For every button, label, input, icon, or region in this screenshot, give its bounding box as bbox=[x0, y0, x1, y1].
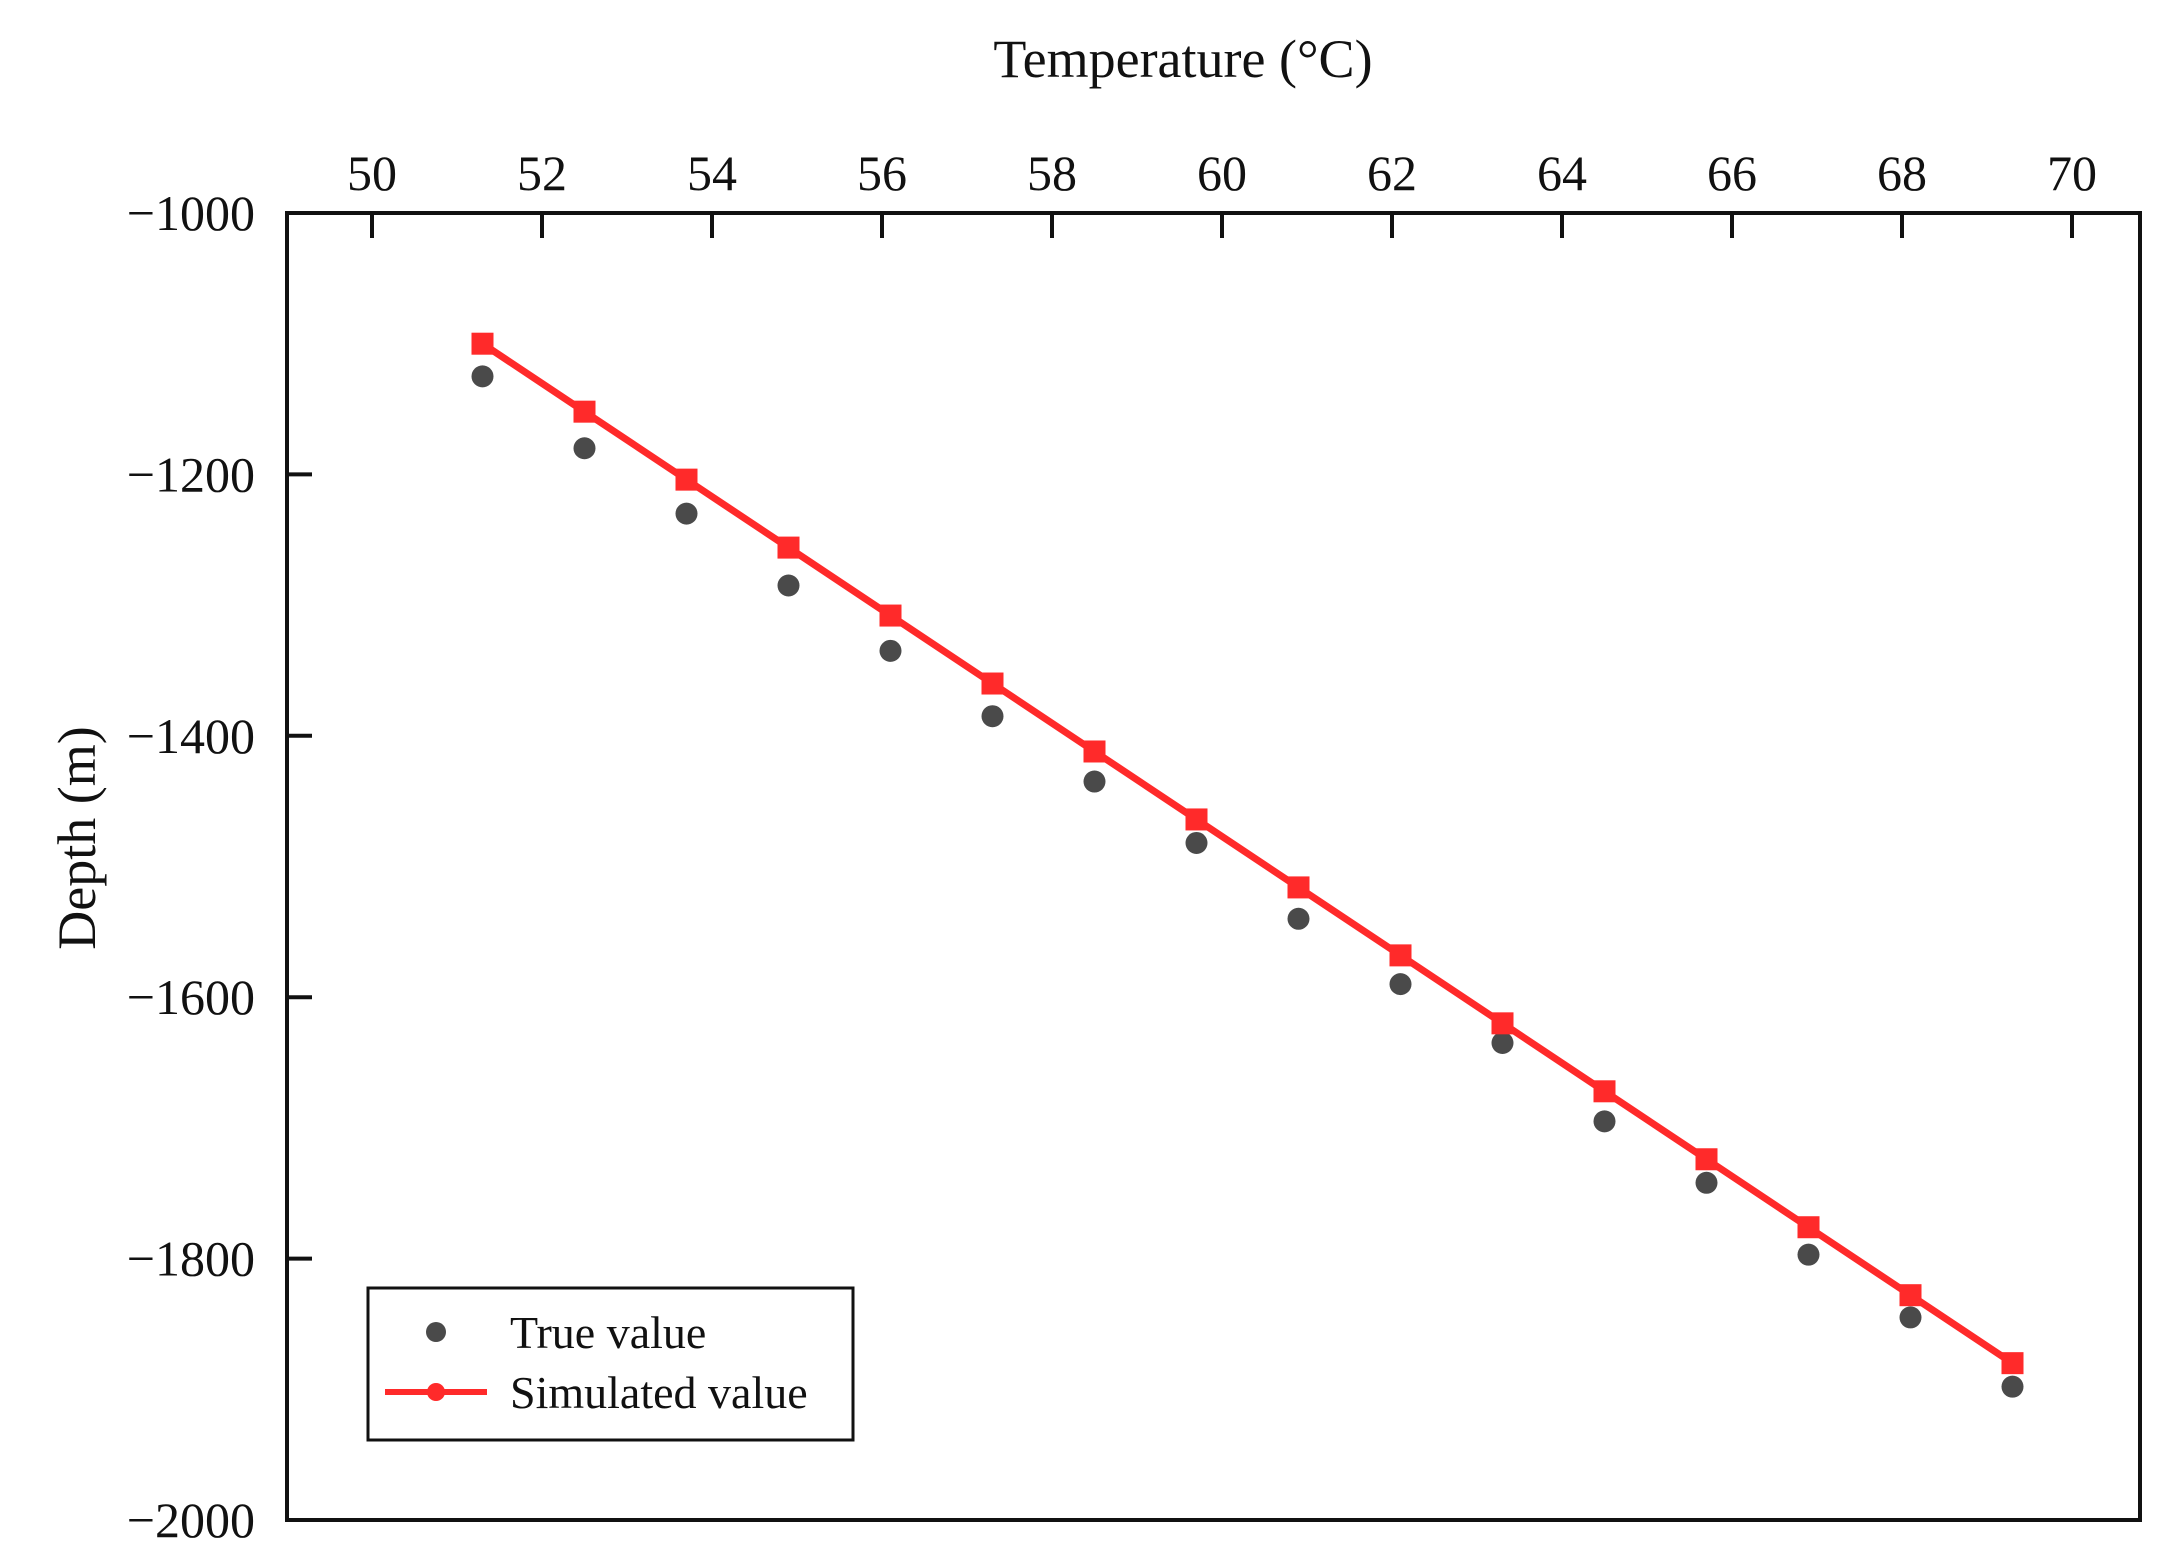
x-tick-label: 50 bbox=[347, 145, 397, 201]
tick-layer: 50 52 54 56 58 60 62 64 66 68 70 −1000 −1200 −1400 −16… bbox=[127, 145, 2097, 1548]
legend-simulated-value-label: Simulated value bbox=[510, 1367, 808, 1418]
y-tick-label: −1200 bbox=[127, 446, 255, 502]
y-tick-label: −2000 bbox=[127, 1492, 255, 1548]
simulated-value-point bbox=[471, 332, 494, 355]
y-tick-label: −1600 bbox=[127, 969, 255, 1025]
legend-simulated-value-marker bbox=[427, 1383, 445, 1401]
simulated-value-point bbox=[1185, 808, 1208, 831]
x-tick-label: 58 bbox=[1027, 145, 1077, 201]
x-tick-label: 64 bbox=[1537, 145, 1587, 201]
x-tick-label: 54 bbox=[687, 145, 737, 201]
x-tick-label: 68 bbox=[1877, 145, 1927, 201]
true-value-point bbox=[1899, 1306, 1922, 1329]
plot-area-frame bbox=[285, 211, 2142, 1522]
true-value-point bbox=[675, 502, 698, 525]
x-tick-label: 70 bbox=[2047, 145, 2097, 201]
simulated-value-point bbox=[1899, 1284, 1922, 1307]
true-value-point bbox=[879, 639, 902, 662]
simulated-value-point bbox=[675, 468, 698, 491]
x-tick-label: 52 bbox=[517, 145, 567, 201]
x-tick-label: 62 bbox=[1367, 145, 1417, 201]
simulated-value-point bbox=[1797, 1216, 1820, 1239]
simulated-value-point bbox=[1491, 1012, 1514, 1035]
simulated-value-point bbox=[2001, 1352, 2024, 1375]
simulated-value-point bbox=[1695, 1148, 1718, 1171]
y-axis-title: Depth (m) bbox=[47, 726, 107, 949]
true-value-point bbox=[573, 437, 596, 460]
x-tick-label: 66 bbox=[1707, 145, 1757, 201]
true-value-point bbox=[1083, 770, 1106, 793]
simulated-value-point bbox=[1593, 1080, 1616, 1103]
x-tick-label: 56 bbox=[857, 145, 907, 201]
legend-true-value-marker bbox=[426, 1322, 446, 1342]
true-value-point bbox=[1593, 1110, 1616, 1133]
y-tick-label: −1800 bbox=[127, 1231, 255, 1287]
simulated-value-point bbox=[1083, 740, 1106, 763]
true-value-point bbox=[2001, 1375, 2024, 1398]
legend-true-value-label: True value bbox=[510, 1307, 706, 1358]
true-value-point bbox=[777, 574, 800, 597]
y-tick-label: −1400 bbox=[127, 708, 255, 764]
true-value-point bbox=[471, 365, 494, 388]
simulated-value-point bbox=[981, 672, 1004, 695]
simulated-value-point bbox=[777, 536, 800, 559]
simulated-value-point bbox=[879, 604, 902, 627]
y-tick-label: −1000 bbox=[127, 185, 255, 241]
simulated-value-line bbox=[480, 340, 2015, 1367]
x-axis-title: Temperature (°C) bbox=[993, 29, 1372, 89]
simulated-value-point bbox=[1389, 944, 1412, 967]
true-value-point bbox=[1287, 907, 1310, 930]
true-value-point bbox=[1491, 1031, 1514, 1054]
true-value-point bbox=[981, 705, 1004, 728]
simulated-value-point bbox=[573, 400, 596, 423]
x-tick-label: 60 bbox=[1197, 145, 1247, 201]
series-layer bbox=[471, 332, 2024, 1398]
true-value-point bbox=[1185, 831, 1208, 854]
true-value-point bbox=[1797, 1243, 1820, 1266]
simulated-value-point bbox=[1287, 876, 1310, 899]
true-value-point bbox=[1695, 1171, 1718, 1194]
legend-box bbox=[366, 1286, 855, 1442]
legend: True value Simulated value bbox=[366, 1286, 855, 1442]
true-value-point bbox=[1389, 973, 1412, 996]
